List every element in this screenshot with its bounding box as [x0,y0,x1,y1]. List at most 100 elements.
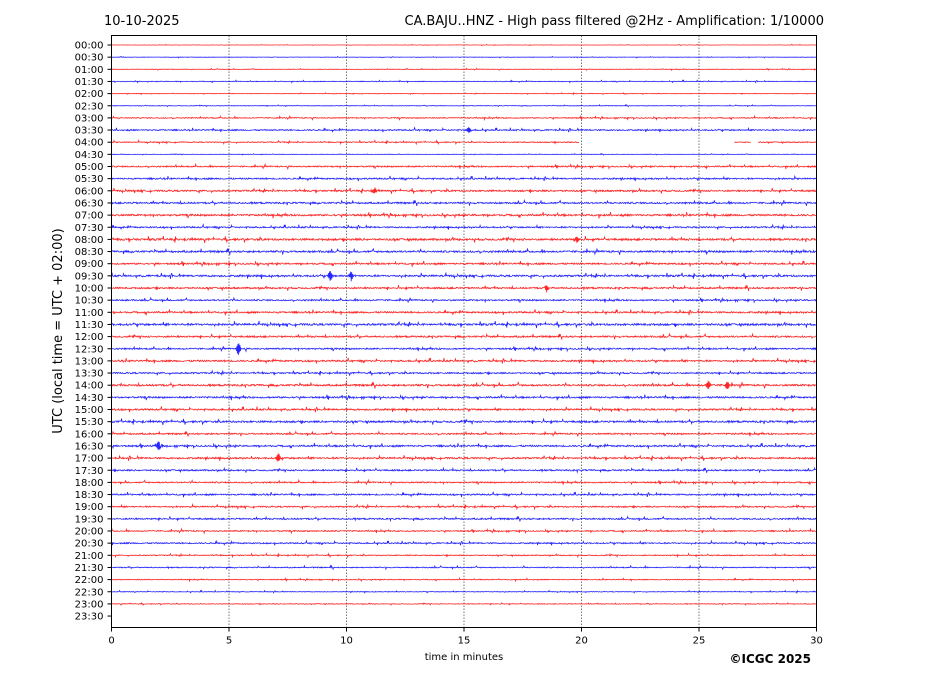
trace-1800 [111,478,817,487]
y-tick-label: 21:30 [75,563,104,574]
y-tick-label: 05:30 [75,174,104,185]
y-tick-label: 10:00 [75,284,104,295]
y-tick-label: 01:30 [75,77,104,88]
x-tick-label: 20 [575,636,588,647]
trace-1100 [111,308,817,317]
copyright: ©ICGC 2025 [729,652,811,666]
traces [111,43,817,607]
x-ticks: 0 5 10 15 20 25 30 [108,627,823,647]
y-tick-label: 11:00 [75,308,104,319]
y-tick-label: 02:00 [75,89,104,100]
y-tick-label: 14:00 [75,381,104,392]
y-tick-label: 20:00 [75,527,104,538]
x-tick-label: 25 [693,636,706,647]
trace-1700 [111,453,817,462]
trace-0030 [111,55,817,59]
trace-1630 [111,441,817,451]
trace-1600 [111,430,817,437]
y-tick-label: 07:00 [75,211,104,222]
trace-0400 [111,139,817,146]
y-tick-label: 20:30 [75,539,104,550]
x-tick-label: 5 [226,636,232,647]
y-tick-label: 22:00 [75,575,104,586]
trace-1030 [111,296,817,304]
y-tick-label: 11:30 [75,320,104,331]
y-tick-label: 10:30 [75,296,104,307]
x-tick-label: 0 [108,636,114,647]
y-tick-label: 16:00 [75,429,104,440]
trace-1730 [111,466,817,474]
trace-2100 [111,552,817,559]
y-tick-label: 18:00 [75,478,104,489]
y-tick-label: 08:00 [75,235,104,246]
trace-0230 [111,104,817,108]
y-tick-label: 07:30 [75,223,104,234]
y-tick-label: 06:00 [75,186,104,197]
trace-0300 [111,114,817,122]
trace-0000 [111,43,817,47]
trace-2300 [111,601,817,607]
y-tick-label: 18:30 [75,490,104,501]
trace-1130 [111,320,817,329]
trace-1000 [111,284,817,293]
trace-0500 [111,162,817,171]
y-tick-label: 05:00 [75,162,104,173]
x-tick-label: 15 [458,636,471,647]
trace-1500 [111,406,817,413]
y-tick-label: 19:00 [75,502,104,513]
y-tick-label: 04:00 [75,138,104,149]
trace-2200 [111,577,817,583]
y-tick-label: 02:30 [75,101,104,112]
y-tick-label: 17:30 [75,466,104,477]
x-tick-label: 10 [340,636,353,647]
y-tick-label: 23:00 [75,599,104,610]
chart-date: 10-10-2025 [104,14,180,29]
y-tick-label: 00:00 [75,41,104,52]
grid-lines [228,35,700,628]
trace-0800 [111,235,817,244]
trace-0100 [111,67,817,72]
y-tick-label: 03:00 [75,113,104,124]
y-tick-label: 12:00 [75,332,104,343]
trace-0530 [111,174,817,182]
y-tick-label: 19:30 [75,514,104,525]
trace-0430 [111,152,817,156]
trace-1230 [111,343,817,355]
trace-0830 [111,247,817,256]
y-tick-label: 13:00 [75,356,104,367]
y-tick-label: 17:00 [75,454,104,465]
y-tick-label: 09:30 [75,271,104,282]
trace-0130 [111,79,817,84]
y-tick-label: 14:30 [75,393,104,404]
y-tick-label: 22:30 [75,587,104,598]
trace-0930 [111,271,817,282]
y-tick-label: 21:00 [75,551,104,562]
plot-frame [111,35,817,628]
chart-title: CA.BAJU..HNZ - High pass filtered @2Hz -… [405,14,825,29]
trace-2030 [111,539,817,547]
trace-0630 [111,198,817,207]
trace-2000 [111,527,817,535]
y-tick-label: 01:00 [75,65,104,76]
trace-1400 [111,380,817,390]
y-tick-label: 23:30 [75,612,104,623]
trace-0600 [111,187,817,195]
trace-1530 [111,418,817,426]
trace-1900 [111,502,817,511]
trace-0330 [111,126,817,134]
y-tick-label: 06:30 [75,198,104,209]
trace-1200 [111,332,817,340]
trace-1430 [111,394,817,401]
y-tick-label: 12:30 [75,344,104,355]
x-tick-label: 30 [810,636,823,647]
y-tick-label: 08:30 [75,247,104,258]
trace-2130 [111,564,817,571]
y-tick-label: 15:30 [75,417,104,428]
x-axis-label: time in minutes [425,652,504,663]
trace-0200 [111,92,817,96]
trace-0900 [111,260,817,268]
y-axis-label: UTC (local time = UTC + 02:00) [51,228,66,433]
trace-1830 [111,491,817,498]
